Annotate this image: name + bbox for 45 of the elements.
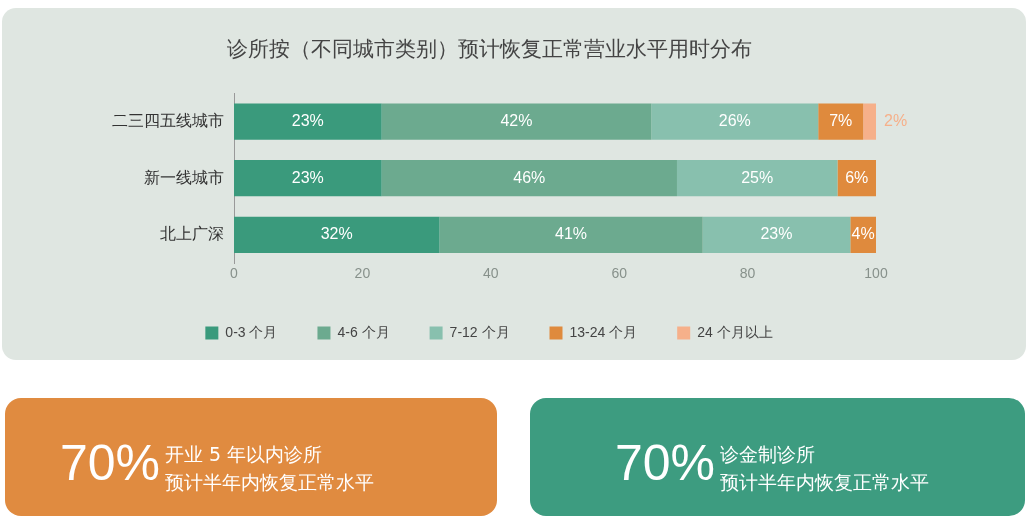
data-label: 23%: [291, 111, 324, 129]
legend-label: 4-6 个月: [337, 323, 390, 340]
text: 预计半年内恢复正常水平: [165, 471, 374, 493]
data-label: 41%: [555, 225, 588, 243]
text: 70%: [615, 434, 716, 492]
bar: [381, 103, 652, 140]
y-tick-label: 北上广深: [160, 225, 224, 243]
x-tick-label: 80: [739, 265, 756, 282]
x-tick-label: 60: [611, 265, 628, 282]
x-tick-label: 20: [354, 265, 371, 282]
data-label: 7%: [829, 111, 853, 129]
data-label: 23%: [760, 225, 793, 243]
data-label: 23%: [291, 168, 324, 186]
y-tick-label: 二三四五线城市: [112, 111, 224, 129]
bar: [818, 103, 864, 140]
legend-label: 0-3 个月: [225, 323, 278, 340]
chart-title: 诊所按（不同城市类别）预计恢复正常营业水平用时分布: [226, 37, 752, 61]
text: 预计半年内恢复正常水平: [720, 471, 929, 493]
legend-label: 13-24 个月: [569, 323, 638, 340]
data-label: 25%: [741, 168, 774, 186]
bar: [234, 103, 382, 140]
bar: [651, 103, 819, 140]
y-tick-label: 新一线城市: [144, 168, 224, 186]
data-label: 26%: [718, 111, 751, 129]
bar: [381, 160, 677, 197]
text: 诊金制诊所: [720, 443, 815, 465]
text: 开业 5 年以内诊所: [165, 443, 323, 465]
data-label: 4%: [851, 225, 875, 243]
bar: [234, 160, 382, 197]
data-label: 46%: [513, 168, 546, 186]
x-tick-label: 100: [864, 265, 888, 282]
data-label: 42%: [500, 111, 533, 129]
text: 70%: [60, 434, 161, 492]
bar: [439, 216, 703, 253]
data-label: 32%: [320, 225, 353, 243]
x-tick-label: 40: [483, 265, 499, 282]
data-label: 2%: [884, 111, 908, 129]
bar: [234, 216, 440, 253]
bar: [863, 103, 876, 140]
data-label: 6%: [845, 168, 869, 186]
bar: [676, 160, 838, 197]
x-tick-label: 0: [230, 265, 239, 282]
bar: [702, 216, 851, 253]
legend-label: 7-12 个月: [449, 323, 510, 340]
legend-label: 24 个月以上: [697, 323, 773, 340]
